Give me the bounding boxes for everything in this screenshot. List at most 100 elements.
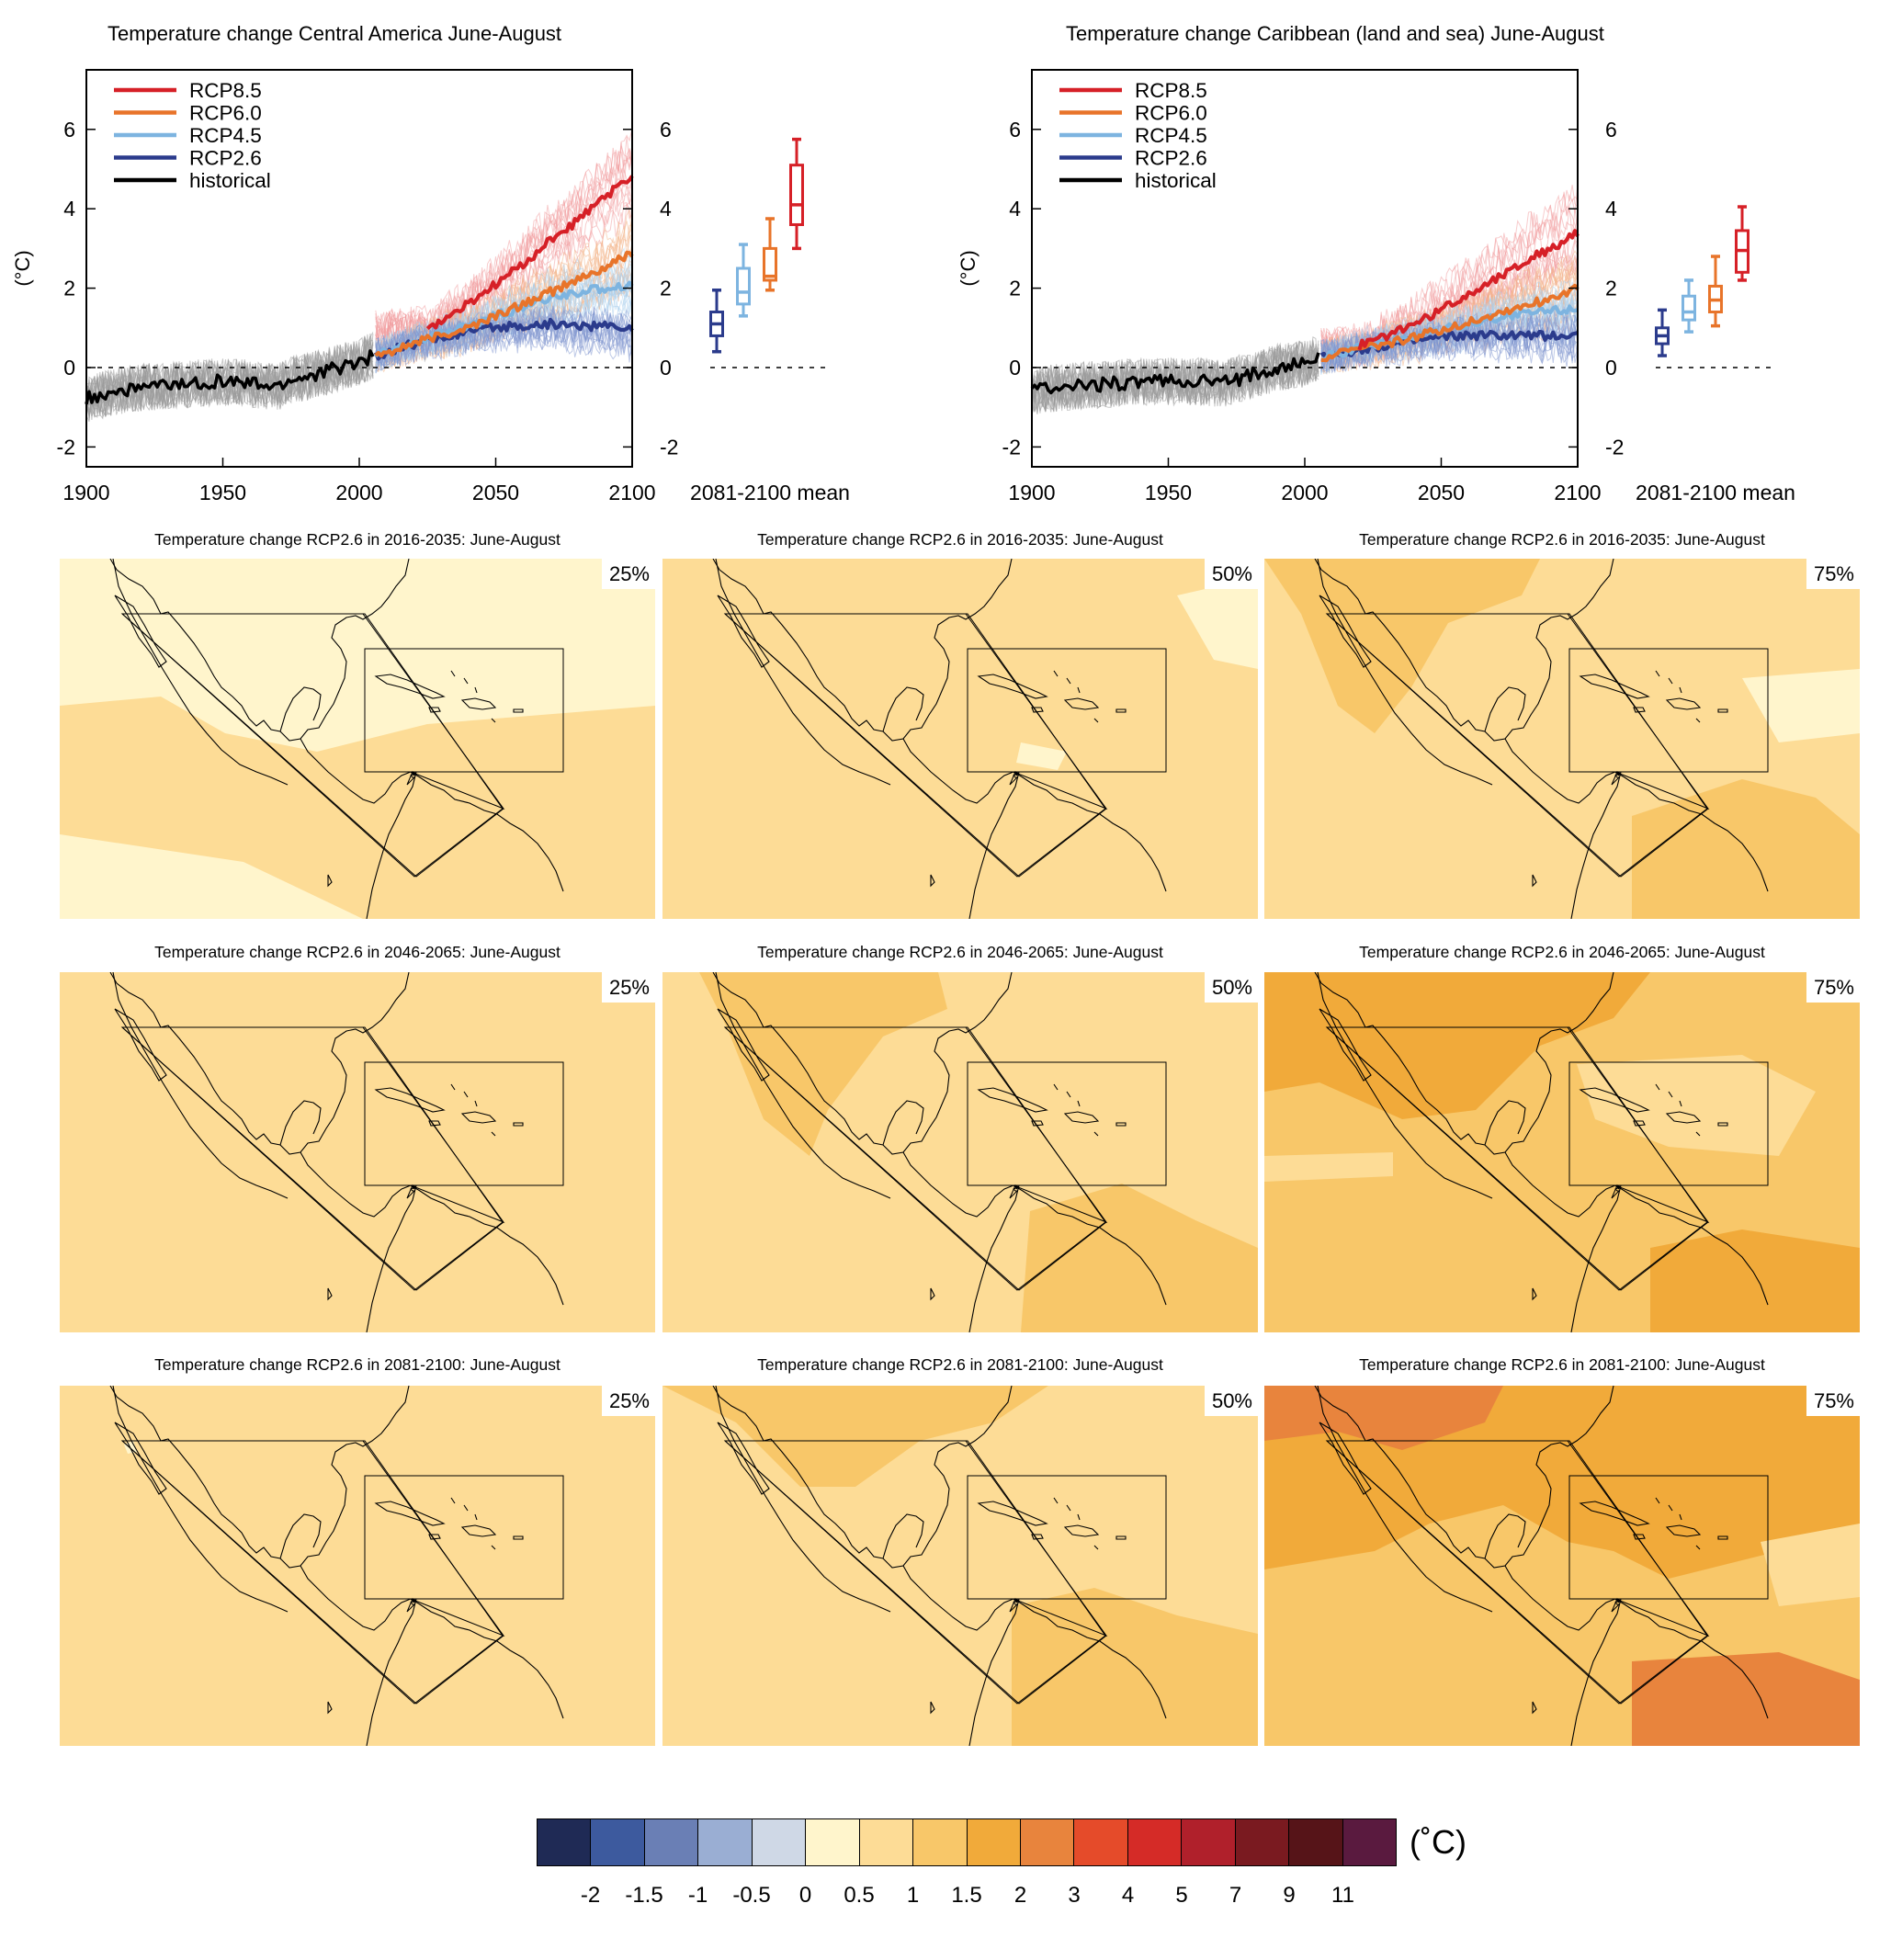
island <box>114 595 167 668</box>
x-tick-label: 1950 <box>1145 481 1192 504</box>
y-tick-label: 2 <box>63 277 75 300</box>
map-canvas <box>662 1386 1258 1746</box>
map-canvas <box>662 559 1258 919</box>
colorbar-swatch <box>1020 1819 1075 1865</box>
island <box>327 874 333 888</box>
y-tick-label-right: -2 <box>660 435 678 459</box>
island <box>1633 1120 1646 1127</box>
coastline <box>1504 1151 1616 1218</box>
island-chain <box>1655 1083 1701 1137</box>
region-central-america-outline <box>723 613 1106 878</box>
colorbar-tick-label: -1.5 <box>625 1883 663 1908</box>
y-tick-label-right: -2 <box>1605 435 1624 459</box>
map-contour-region <box>1012 1588 1258 1746</box>
map-background <box>60 972 655 1332</box>
island <box>930 874 935 888</box>
x-tick-label: 2100 <box>1554 481 1601 504</box>
island-chain <box>450 670 496 723</box>
map-title: Temperature change RCP2.6 in 2016-2035: … <box>1359 530 1765 549</box>
island <box>1063 697 1100 710</box>
island-chain <box>1053 670 1099 723</box>
coastlines <box>109 972 564 1332</box>
coastline <box>1484 1100 1526 1146</box>
region-caribbean <box>364 648 564 773</box>
boxplot-rcp8.5 <box>789 137 804 251</box>
percentile-label: 25% <box>601 559 655 589</box>
map-panel: 75% <box>1264 972 1860 1332</box>
island <box>1063 1111 1100 1124</box>
island <box>930 1287 935 1301</box>
coastline <box>1314 972 1614 1155</box>
colorbar-swatch <box>1182 1819 1236 1865</box>
y-tick-label: 2 <box>1009 277 1021 300</box>
colorbar-swatch <box>1342 1819 1396 1865</box>
island-chain <box>1655 1497 1701 1550</box>
series-line-historical <box>1030 352 1320 395</box>
x-tick-label: 1900 <box>62 481 109 504</box>
legend-label: RCP2.6 <box>1135 147 1207 170</box>
island <box>374 1087 446 1113</box>
boxplot-rcp2.6 <box>709 289 724 354</box>
boxplot-rcp4.5 <box>1682 278 1696 334</box>
rcp8.5-member <box>375 129 633 345</box>
island <box>1115 1535 1127 1540</box>
percentile-label: 75% <box>1806 1386 1860 1416</box>
island <box>1319 1422 1372 1495</box>
series-line-rcp8.5 <box>425 175 634 331</box>
box-body <box>789 164 804 226</box>
coastline <box>109 559 410 742</box>
coastline <box>712 1386 1013 1569</box>
legend-label: RCP8.5 <box>189 79 262 102</box>
map-panel: 25% <box>60 972 655 1332</box>
percentile-label: 25% <box>601 1386 655 1416</box>
map-contour-region <box>662 1386 1048 1487</box>
colorbar-swatch <box>913 1819 968 1865</box>
coastline <box>366 771 564 919</box>
map-title: Temperature change RCP2.6 in 2046-2065: … <box>154 943 561 961</box>
colorbar-tick-label: 1.5 <box>951 1883 982 1908</box>
coastline <box>1484 1513 1526 1559</box>
series-line-historical <box>85 349 375 405</box>
island <box>1717 708 1728 713</box>
y-tick-label-right: 0 <box>1605 356 1617 380</box>
box-body <box>763 246 777 282</box>
region-caribbean <box>1568 1475 1769 1600</box>
percentile-label: 50% <box>1204 559 1258 589</box>
colorbar-tick-label: 5 <box>1175 1883 1188 1908</box>
x-tick-label: 2000 <box>335 481 382 504</box>
coastlines <box>1314 1386 1769 1746</box>
map-title: Temperature change RCP2.6 in 2046-2065: … <box>757 943 1163 961</box>
island <box>1717 1535 1728 1540</box>
island <box>428 1120 441 1127</box>
region-central-america-outline <box>1325 1440 1708 1705</box>
region-caribbean <box>967 1061 1167 1186</box>
ensemble-members <box>85 129 633 423</box>
island <box>1532 1701 1537 1715</box>
y-axis-label: (°C) <box>957 250 979 286</box>
colorbar-swatch <box>591 1819 645 1865</box>
ts-title-central-america: Temperature change Central America June-… <box>108 22 562 45</box>
y-tick-label: 0 <box>63 356 75 380</box>
map-title: Temperature change RCP2.6 in 2016-2035: … <box>757 530 1163 549</box>
colorbar-swatch <box>1235 1819 1290 1865</box>
box-label: 2081-2100 mean <box>1636 481 1795 504</box>
island <box>717 595 770 668</box>
boxplot-rcp2.6 <box>1655 308 1670 357</box>
map-panel: 75% <box>1264 559 1860 919</box>
coastline <box>366 1184 564 1332</box>
island <box>1319 1008 1372 1082</box>
series-line-rcp8.5 <box>1357 229 1580 351</box>
coastline <box>1484 686 1526 732</box>
y-tick-label: 6 <box>1009 118 1021 142</box>
y-tick-label-right: 2 <box>1605 277 1617 300</box>
map-contour-region <box>699 972 947 1156</box>
region-central-america-outline <box>1325 1026 1708 1291</box>
coastline <box>366 1598 564 1746</box>
island <box>1579 1501 1650 1526</box>
historical-member <box>1031 342 1319 408</box>
island <box>1532 874 1537 888</box>
island-chain <box>1053 1083 1099 1137</box>
region-central-america-outline <box>723 1026 1106 1291</box>
